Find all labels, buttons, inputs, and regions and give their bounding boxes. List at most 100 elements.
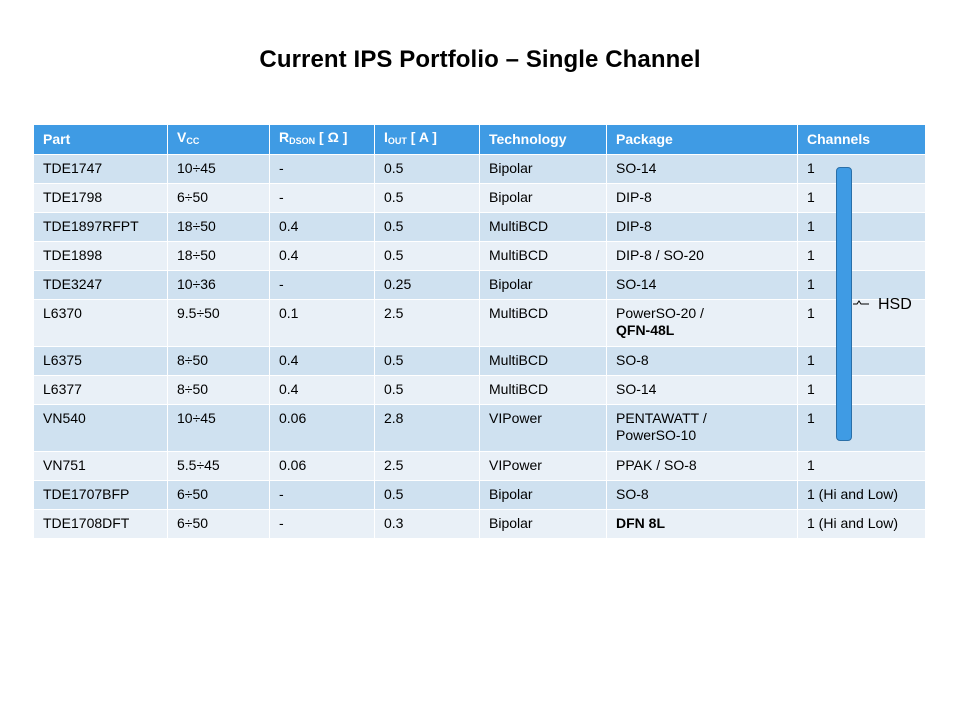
cell-technology: VIPower [480, 452, 607, 481]
table-row: L6377 8÷50 0.4 0.5 MultiBCD SO-14 1 [34, 376, 926, 405]
header-rdson-unit: [ Ω ] [315, 129, 348, 145]
cell-vcc: 9.5÷50 [168, 300, 270, 347]
cell-technology: Bipolar [480, 481, 607, 510]
portfolio-table: Part VCC RDSON [ Ω ] IOUT [ A ] Technolo… [34, 125, 926, 539]
cell-iout: 2.5 [375, 300, 480, 347]
cell-iout: 0.5 [375, 242, 480, 271]
cell-vcc: 10÷45 [168, 155, 270, 184]
cell-technology: VIPower [480, 405, 607, 452]
table-row: TDE1798 6÷50 - 0.5 Bipolar DIP-8 1 [34, 184, 926, 213]
cell-channels: 1 [798, 213, 926, 242]
table-row: L6370 9.5÷50 0.1 2.5 MultiBCD PowerSO-20… [34, 300, 926, 347]
cell-part: TDE1898 [34, 242, 168, 271]
cell-vcc: 10÷36 [168, 271, 270, 300]
cell-channels: 1 [798, 300, 926, 347]
cell-rdson: 0.06 [270, 452, 375, 481]
cell-channels: 1 [798, 405, 926, 452]
cell-part: TDE1897RFPT [34, 213, 168, 242]
header-package: Package [607, 125, 798, 155]
table-row: VN540 10÷45 0.06 2.8 VIPower PENTAWATT /… [34, 405, 926, 452]
header-technology: Technology [480, 125, 607, 155]
cell-part: VN540 [34, 405, 168, 452]
cell-channels: 1 [798, 155, 926, 184]
cell-channels: 1 (Hi and Low) [798, 510, 926, 539]
header-part: Part [34, 125, 168, 155]
cell-technology: MultiBCD [480, 242, 607, 271]
cell-part: L6370 [34, 300, 168, 347]
cell-package: DIP-8 [607, 184, 798, 213]
cell-iout: 2.5 [375, 452, 480, 481]
hsd-label: HSD [878, 296, 912, 313]
header-iout-main: I [384, 129, 388, 145]
cell-channels: 1 [798, 376, 926, 405]
cell-vcc: 8÷50 [168, 376, 270, 405]
hsd-leader-line [853, 300, 869, 305]
cell-package: SO-14 [607, 271, 798, 300]
cell-package: PowerSO-20 /QFN-48L [607, 300, 798, 347]
header-vcc: VCC [168, 125, 270, 155]
cell-vcc: 18÷50 [168, 242, 270, 271]
header-vcc-sub: CC [186, 136, 200, 146]
cell-technology: Bipolar [480, 155, 607, 184]
cell-rdson: 0.06 [270, 405, 375, 452]
cell-vcc: 6÷50 [168, 510, 270, 539]
cell-iout: 2.8 [375, 405, 480, 452]
cell-vcc: 8÷50 [168, 347, 270, 376]
header-rdson-main: R [279, 129, 290, 145]
cell-part: TDE1707BFP [34, 481, 168, 510]
cell-iout: 0.5 [375, 155, 480, 184]
cell-part: TDE1798 [34, 184, 168, 213]
cell-technology: Bipolar [480, 184, 607, 213]
cell-part: TDE1747 [34, 155, 168, 184]
hsd-bracket [836, 167, 852, 441]
cell-rdson: - [270, 510, 375, 539]
cell-package-line1: PENTAWATT / [616, 410, 707, 426]
cell-rdson: 0.4 [270, 347, 375, 376]
cell-rdson: - [270, 155, 375, 184]
cell-iout: 0.3 [375, 510, 480, 539]
table-row: TDE1708DFT 6÷50 - 0.3 Bipolar DFN 8L 1 (… [34, 510, 926, 539]
cell-channels: 1 (Hi and Low) [798, 481, 926, 510]
table-row: TDE1897RFPT 18÷50 0.4 0.5 MultiBCD DIP-8… [34, 213, 926, 242]
cell-part: L6375 [34, 347, 168, 376]
cell-package: PPAK / SO-8 [607, 452, 798, 481]
table-row: TDE1747 10÷45 - 0.5 Bipolar SO-14 1 [34, 155, 926, 184]
cell-package: DFN 8L [607, 510, 798, 539]
slide-title: Current IPS Portfolio – Single Channel [259, 46, 701, 73]
table-header-row: Part VCC RDSON [ Ω ] IOUT [ A ] Technolo… [34, 125, 926, 155]
cell-iout: 0.5 [375, 184, 480, 213]
cell-package: SO-8 [607, 347, 798, 376]
cell-package-line2: PowerSO-10 [616, 427, 697, 443]
cell-iout: 0.5 [375, 347, 480, 376]
cell-package: DIP-8 / SO-20 [607, 242, 798, 271]
cell-package-line1: PowerSO-20 / [616, 305, 704, 321]
table-row: L6375 8÷50 0.4 0.5 MultiBCD SO-8 1 [34, 347, 926, 376]
cell-part: L6377 [34, 376, 168, 405]
cell-technology: Bipolar [480, 271, 607, 300]
cell-rdson: - [270, 481, 375, 510]
cell-rdson: 0.4 [270, 376, 375, 405]
cell-vcc: 6÷50 [168, 184, 270, 213]
cell-channels: 1 [798, 242, 926, 271]
cell-channels: 1 [798, 452, 926, 481]
cell-package-bold: DFN 8L [616, 515, 665, 531]
cell-rdson: 0.4 [270, 242, 375, 271]
cell-part: TDE1708DFT [34, 510, 168, 539]
cell-channels: 1 [798, 184, 926, 213]
cell-rdson: - [270, 184, 375, 213]
cell-technology: MultiBCD [480, 347, 607, 376]
cell-vcc: 5.5÷45 [168, 452, 270, 481]
cell-package: PENTAWATT / PowerSO-10 [607, 405, 798, 452]
table-row: TDE1707BFP 6÷50 - 0.5 Bipolar SO-8 1 (Hi… [34, 481, 926, 510]
cell-vcc: 6÷50 [168, 481, 270, 510]
cell-technology: MultiBCD [480, 376, 607, 405]
cell-package: DIP-8 [607, 213, 798, 242]
header-vcc-main: V [177, 129, 187, 145]
header-channels: Channels [798, 125, 926, 155]
cell-iout: 0.5 [375, 213, 480, 242]
table-row: TDE3247 10÷36 - 0.25 Bipolar SO-14 1 [34, 271, 926, 300]
cell-iout: 0.5 [375, 376, 480, 405]
cell-part: VN751 [34, 452, 168, 481]
cell-package: SO-8 [607, 481, 798, 510]
cell-rdson: 0.4 [270, 213, 375, 242]
